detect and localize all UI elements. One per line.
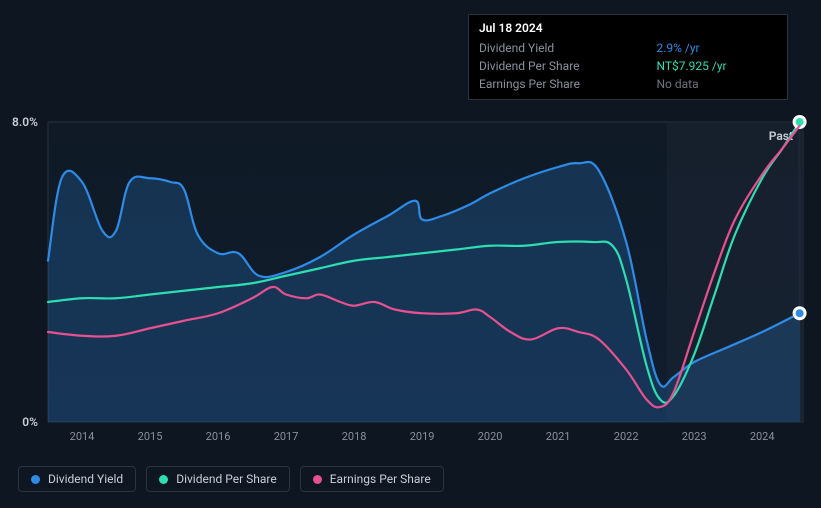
svg-text:2018: 2018 [342,430,367,443]
legend-dot [313,475,322,484]
svg-text:2015: 2015 [138,430,163,443]
svg-text:2020: 2020 [478,430,503,443]
chart-legend: Dividend Yield Dividend Per Share Earnings… [18,466,444,492]
legend-dot [159,475,168,484]
legend-label: Dividend Per Share [176,472,277,486]
svg-text:2021: 2021 [546,430,571,443]
tooltip-table: Dividend Yield2.9% /yrDividend Per Share… [479,39,777,93]
svg-text:2022: 2022 [614,430,639,443]
svg-text:0%: 0% [22,415,38,429]
svg-text:2016: 2016 [206,430,231,443]
svg-text:2019: 2019 [410,430,435,443]
legend-dot [31,475,40,484]
svg-text:8.0%: 8.0% [12,115,38,129]
svg-text:2014: 2014 [70,430,95,443]
svg-text:2023: 2023 [682,430,707,443]
tooltip-row-label: Dividend Yield [479,39,636,57]
tooltip-row-label: Dividend Per Share [479,57,636,75]
tooltip-row-label: Earnings Per Share [479,75,636,93]
tooltip-date: Jul 18 2024 [479,21,777,35]
svg-text:2017: 2017 [274,430,299,443]
legend-item-earnings-per-share[interactable]: Earnings Per Share [300,466,444,492]
tooltip-row-value: NT$7.925 /yr [636,57,777,75]
svg-text:2024: 2024 [750,430,775,443]
tooltip-row: Dividend Per ShareNT$7.925 /yr [479,57,777,75]
legend-item-dividend-yield[interactable]: Dividend Yield [18,466,136,492]
tooltip-row-value: 2.9% /yr [636,39,777,57]
tooltip-row-value: No data [636,75,777,93]
tooltip-row: Earnings Per ShareNo data [479,75,777,93]
legend-label: Earnings Per Share [330,472,431,486]
chart-tooltip: Jul 18 2024 Dividend Yield2.9% /yrDivide… [468,14,788,100]
legend-label: Dividend Yield [48,472,123,486]
tooltip-row: Dividend Yield2.9% /yr [479,39,777,57]
legend-item-dividend-per-share[interactable]: Dividend Per Share [146,466,290,492]
